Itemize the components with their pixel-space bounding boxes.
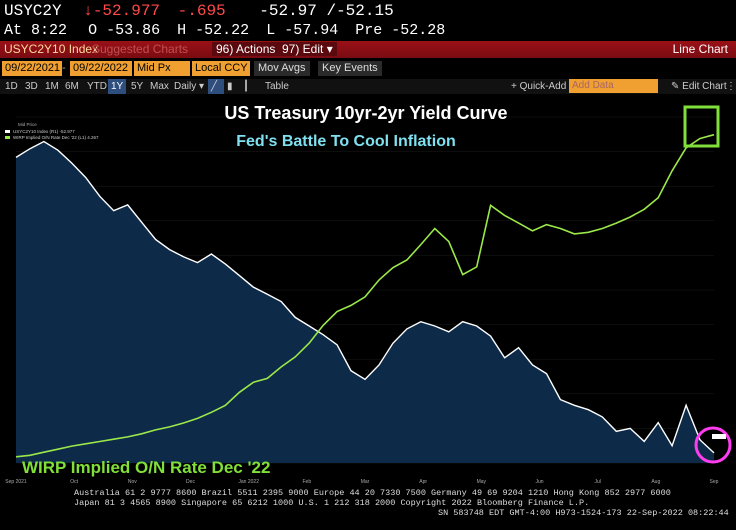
spread-line <box>15 140 715 454</box>
period-tab-3d[interactable]: 3D <box>25 81 38 92</box>
wirp-annotation: WIRP Implied O/N Rate Dec '22 <box>22 458 270 477</box>
legend-entry-wirp: WIRP Implied O/N Rate Dec '22 (L1) 4.267 <box>13 135 99 140</box>
quote-time: 8:22 <box>31 22 68 39</box>
mov-avgs-button[interactable]: Mov Avgs <box>254 61 310 76</box>
x-tick-label: Jan 2022 <box>238 479 259 485</box>
currency-select[interactable]: Local CCY <box>192 61 250 76</box>
frequency-select[interactable]: Daily ▾ <box>174 81 205 92</box>
chart-subtitle: Fed's Battle To Cool Inflation <box>236 133 456 150</box>
spread-area-fill <box>16 141 714 463</box>
quick-add-button[interactable]: + Quick-Add ▾ <box>511 81 575 92</box>
suggested-charts-link[interactable]: Suggested Charts <box>92 42 189 56</box>
bid-ask: -52.97 /-52.15 <box>259 2 394 20</box>
yield-curve-chart: Sep 2021 Oct Nov Dec Jan 2022 Feb Mar Apr May Jun… <box>5 103 732 485</box>
pre-value: -52.28 <box>391 22 446 39</box>
candle-style-icon[interactable]: ┃ <box>243 81 250 92</box>
wirp-line <box>15 133 715 458</box>
legend-swatch-wirp <box>5 136 10 139</box>
line-style-icon[interactable]: ╱ <box>208 79 224 94</box>
period-tab-1d[interactable]: 1D <box>5 81 18 92</box>
input-row: 09/22/2021 - 09/22/2022 Mid Px Local CCY… <box>0 60 736 77</box>
table-button[interactable]: Table <box>265 81 289 92</box>
price-change: -.695 <box>177 2 226 20</box>
highlight-box <box>683 105 720 148</box>
x-axis-labels: Sep 2021 Oct Nov Dec Jan 2022 Feb Mar Apr May Jun… <box>5 479 718 485</box>
price-field-select[interactable]: Mid Px <box>134 61 190 76</box>
x-tick-label: Jun <box>535 479 543 485</box>
x-tick-label: Jul <box>594 479 600 485</box>
add-data-input[interactable]: Add Data <box>569 79 658 93</box>
period-tab-1m[interactable]: 1M <box>45 81 59 92</box>
x-tick-label: Mar <box>361 479 370 485</box>
x-tick-label: Feb <box>302 479 311 485</box>
high-label: H <box>177 22 187 39</box>
end-date-field[interactable]: 09/22/2022 <box>70 61 132 76</box>
actions-menu[interactable]: 96) Actions ▾ <box>212 42 289 56</box>
footer-phones-1: Australia 61 2 9777 8600 Brazil 5511 239… <box>74 488 671 498</box>
legend-header: Mid Price <box>18 122 37 127</box>
footer-session-info: SN 583748 EDT GMT-4:00 H973-1524-173 22-… <box>438 508 729 518</box>
security-name[interactable]: USYC2Y10 Index <box>4 42 99 56</box>
chart-mode-label: Line Chart <box>672 42 728 56</box>
more-icon[interactable]: ⋮ <box>726 81 736 92</box>
x-tick-label: Dec <box>186 479 195 485</box>
period-tab-max[interactable]: Max <box>150 81 169 92</box>
quote-header: USYC2Y ↓-52.977 -.695 -52.97 /-52.15 <box>4 2 394 22</box>
key-events-button[interactable]: Key Events <box>318 61 382 76</box>
title-bar: USYC2Y10 Index Suggested Charts 96) Acti… <box>0 41 736 58</box>
period-tab-5y[interactable]: 5Y <box>131 81 144 92</box>
low-value: -57.94 <box>284 22 339 39</box>
period-tab-ytd[interactable]: YTD <box>87 81 107 92</box>
period-toolbar: 1D 3D 1M 6M YTD 1Y 5Y Max Daily ▾ ╱ ▮ ┃ … <box>0 79 736 94</box>
legend-swatch-spread <box>5 130 10 133</box>
edit-chart-button[interactable]: ✎ Edit Chart <box>671 81 727 92</box>
period-tab-1y[interactable]: 1Y <box>108 79 127 94</box>
legend: Mid Price USYC2Y10 Index (R1) -52.977 WI… <box>5 122 99 140</box>
start-date-field[interactable]: 09/22/2021 <box>2 61 62 76</box>
x-tick-label: Aug <box>651 479 660 485</box>
quote-details: At 8:22 O -53.86 H -52.22 L -57.94 Pre -… <box>4 22 445 40</box>
edit-menu[interactable]: 97) Edit ▾ <box>278 42 337 56</box>
open-value: -53.86 <box>106 22 161 39</box>
x-tick-label: Nov <box>128 479 137 485</box>
date-separator: - <box>62 62 66 74</box>
x-tick-label: May <box>477 479 487 485</box>
high-value: -52.22 <box>195 22 250 39</box>
pre-label: Pre <box>355 22 383 39</box>
period-tab-6m[interactable]: 6M <box>65 81 79 92</box>
x-tick-label: Sep <box>710 479 719 485</box>
last-price: ↓-52.977 <box>83 2 161 20</box>
bar-style-icon[interactable]: ▮ <box>227 81 233 92</box>
chart-title: US Treasury 10yr-2yr Yield Curve <box>224 103 507 123</box>
open-label: O <box>88 22 98 39</box>
x-tick-label: Sep 2021 <box>5 479 27 485</box>
footer-phones-2: Japan 81 3 4565 8900 Singapore 65 6212 1… <box>74 498 590 508</box>
last-value-tag <box>712 434 726 439</box>
time-label: At <box>4 22 23 39</box>
low-label: L <box>266 22 276 39</box>
highlight-circle <box>694 426 732 464</box>
x-tick-label: Oct <box>70 479 78 485</box>
legend-entry-spread: USYC2Y10 Index (R1) -52.977 <box>13 129 75 134</box>
footer: Australia 61 2 9777 8600 Brazil 5511 239… <box>0 486 736 530</box>
ticker-symbol: USYC2Y <box>4 2 62 20</box>
x-tick-label: Apr <box>419 479 427 485</box>
